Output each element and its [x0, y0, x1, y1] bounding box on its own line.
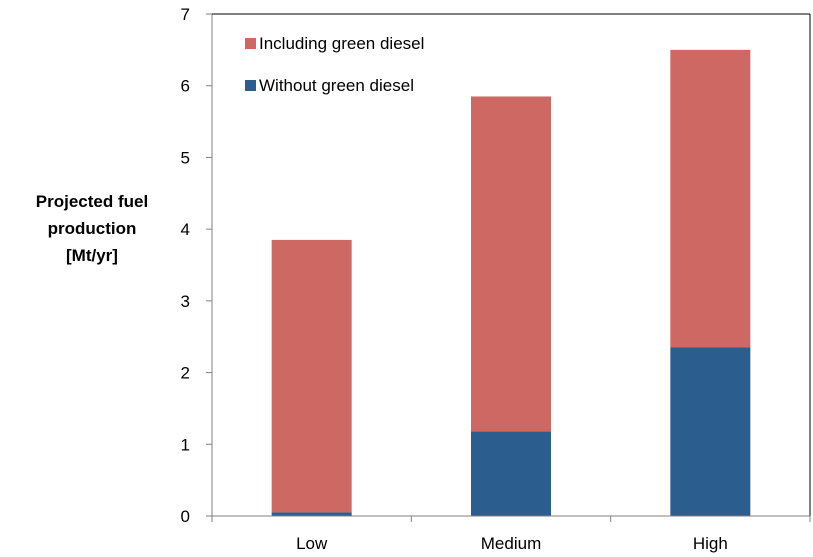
axes-layer: 0 1 2 3 4 5 6 7 Low Medium High: [181, 5, 811, 553]
legend: Including green diesel Without green dies…: [245, 34, 424, 95]
bar-medium-without-green-diesel: [471, 431, 551, 516]
x-category-label: High: [693, 534, 728, 553]
y-axis-title-line-3: [Mt/yr]: [66, 246, 118, 265]
y-tick-label: 1: [181, 435, 190, 454]
bar-high-without-green-diesel: [670, 347, 751, 516]
x-category-label: Low: [296, 534, 328, 553]
y-tick-label: 0: [181, 507, 190, 526]
bar-low-including-green-diesel: [271, 239, 352, 513]
y-tick-label: 5: [181, 148, 190, 167]
y-tick-label: 7: [181, 5, 190, 24]
legend-label-without-green-diesel: Without green diesel: [259, 76, 414, 95]
y-axis-title: Projected fuel production [Mt/yr]: [36, 192, 148, 265]
y-axis-title-line-2: production: [48, 219, 137, 238]
y-tick-label: 3: [181, 292, 190, 311]
y-tick-label: 4: [181, 220, 190, 239]
y-axis-title-line-1: Projected fuel: [36, 192, 148, 211]
bars-layer: [271, 49, 751, 516]
legend-swatch-without-green-diesel: [245, 80, 256, 91]
y-tick-label: 6: [181, 77, 190, 96]
y-tick-label: 2: [181, 364, 190, 383]
legend-label-including-green-diesel: Including green diesel: [259, 34, 424, 53]
x-category-label: Medium: [481, 534, 541, 553]
bar-low-without-green-diesel: [271, 512, 352, 516]
bar-high-including-green-diesel: [670, 49, 751, 348]
legend-swatch-including-green-diesel: [245, 38, 256, 49]
bar-medium-including-green-diesel: [471, 96, 551, 432]
